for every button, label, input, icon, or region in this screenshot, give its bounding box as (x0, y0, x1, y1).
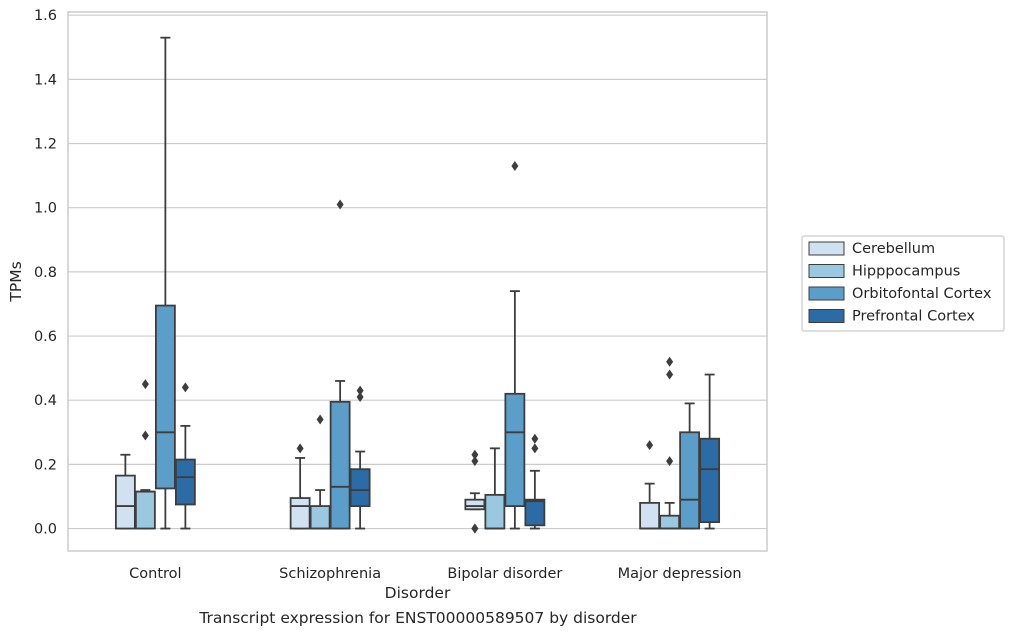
box-plot-item (174, 382, 196, 530)
y-tick-label: 1.2 (34, 137, 57, 153)
y-tick-label: 1.4 (34, 72, 57, 88)
outlier-point (356, 392, 364, 402)
x-axis-title: Disorder (385, 584, 451, 602)
box (154, 304, 176, 490)
box-plot-item (349, 385, 371, 530)
outlier-point (511, 161, 519, 171)
y-tick-label: 1.6 (34, 8, 57, 24)
outlier-point (531, 433, 539, 444)
box (524, 498, 546, 527)
legend-swatch (808, 241, 845, 256)
box-plot-item (309, 414, 331, 530)
outlier-point (471, 523, 479, 534)
legend-frame (801, 235, 1005, 332)
y-axis-ticks: 0.0 0.2 0.4 0.6 0.8 1.0 1.2 1.4 1.6 (34, 8, 57, 537)
legend-label: Hipppocampus (852, 264, 960, 280)
box (329, 400, 351, 530)
outlier-point (316, 414, 324, 425)
x-axis-ticks: Control Schizophrenia Bipolar disorder Majo… (129, 566, 741, 582)
y-tick-label: 0.4 (34, 393, 57, 409)
box-plot-item (154, 36, 176, 530)
outlier-point (666, 356, 674, 367)
box-plot-item (329, 199, 351, 530)
plot-area-frame (67, 11, 768, 552)
box-plot-item (504, 161, 526, 530)
box-plot-item (289, 443, 311, 530)
y-axis-title: TPMs (7, 261, 25, 302)
box-plot-item (639, 440, 661, 530)
outlier-point (531, 443, 539, 454)
outlier-point (666, 456, 674, 467)
legend-swatch (808, 286, 845, 301)
x-tick-label: Control (129, 566, 181, 582)
box-plot-item (464, 449, 486, 534)
legend-swatch (808, 264, 845, 278)
box-plot-item (134, 379, 156, 530)
box-plot-item (699, 373, 721, 530)
x-tick-label: Schizophrenia (279, 566, 381, 582)
y-tick-label: 1.0 (34, 201, 57, 217)
box (114, 474, 136, 530)
outlier-point (666, 369, 674, 380)
box (464, 498, 486, 511)
box (639, 501, 661, 530)
outlier-point (336, 199, 344, 210)
legend-swatch (808, 309, 845, 323)
box (174, 458, 196, 506)
box (134, 490, 156, 530)
legend: Cerebellum Hipppocampus Orbitofontal Corte… (801, 235, 1005, 332)
box (484, 493, 506, 530)
y-tick-label: 0.0 (34, 522, 57, 538)
box (699, 437, 721, 524)
box (289, 497, 311, 530)
x-tick-label: Major depression (618, 566, 742, 582)
box (349, 468, 371, 507)
y-tick-label: 0.6 (34, 329, 57, 345)
outlier-point (181, 382, 189, 393)
outlier-point (141, 379, 149, 390)
outlier-point (356, 385, 364, 396)
box-plot-item (524, 433, 546, 530)
outlier-point (471, 449, 479, 460)
outlier-point (296, 443, 304, 454)
y-tick-label: 0.8 (34, 265, 57, 281)
x-tick-label: Bipolar disorder (447, 566, 562, 582)
box (679, 431, 701, 530)
box-plot-item (114, 453, 136, 530)
box-plot-item (659, 356, 681, 530)
box-plot-item (484, 447, 506, 530)
box (659, 514, 681, 530)
y-tick-label: 0.2 (34, 457, 57, 473)
outlier-point (646, 440, 654, 451)
outlier-point (471, 456, 479, 467)
boxes (114, 36, 721, 534)
legend-label: Orbitofontal Cortex (852, 286, 992, 302)
box-plot-item (679, 402, 701, 530)
box (504, 392, 526, 507)
box (309, 505, 331, 530)
legend-label: Cerebellum (852, 241, 935, 257)
legend-label: Prefrontal Cortex (852, 309, 975, 325)
outlier-point (141, 430, 149, 441)
figure-caption: Transcript expression for ENST0000058950… (199, 609, 637, 627)
